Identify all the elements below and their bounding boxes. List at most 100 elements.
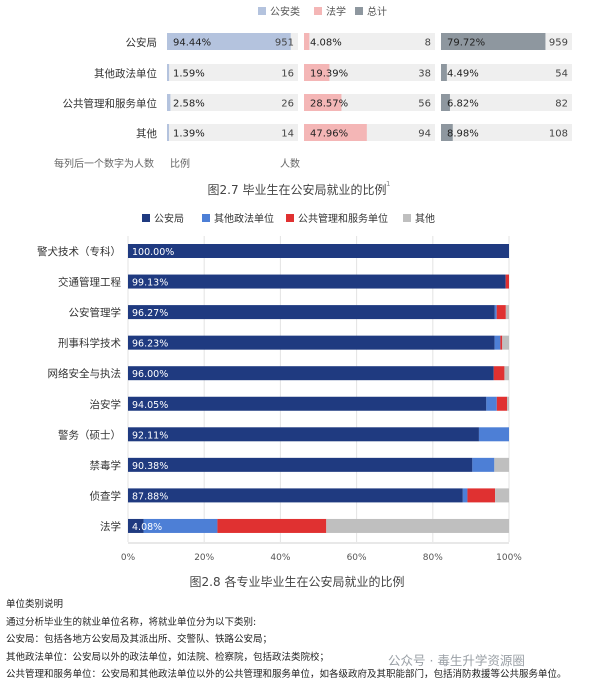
legend-swatch [202,214,210,222]
legend-swatch [258,7,266,15]
bar-segment [493,366,505,381]
notes-line: 通过分析毕业生的就业单位名称，将就业单位分为以下类别: [6,616,257,628]
bar-segment [500,335,503,350]
x-tick-label: 100% [496,553,522,563]
legend-label: 公安类 [270,5,300,18]
percent-label: 19.39% [310,69,348,80]
percent-label: 1.59% [173,69,205,80]
bar-segment [494,335,501,350]
count-label: 959 [549,38,568,49]
notes-heading: 单位类别说明 [6,599,64,610]
bar [441,64,447,81]
unit-category-notes: 单位类别说明 通过分析毕业生的就业单位名称，将就业单位分为以下类别: 公安局：包… [6,596,594,684]
category-label: 交通管理工程 [58,276,121,289]
percent-label: 8.98% [447,129,479,140]
legend-swatch [314,7,322,15]
x-tick-label: 0% [121,553,136,563]
bar-background [167,94,298,111]
bar-background [304,64,435,81]
bar [441,124,453,141]
bar-segment [502,335,509,350]
count-label: 38 [418,69,431,80]
bar-segment [472,457,495,472]
bar-segment [128,274,506,289]
bar-segment [467,488,496,503]
data-label: 96.27% [132,308,168,319]
count-label: 56 [418,99,431,110]
percent-label: 4.08% [310,38,342,49]
bar-background [167,124,298,141]
data-label: 4.08% [132,522,162,533]
data-label: 94.05% [132,400,168,411]
count-label: 54 [555,69,568,80]
footnote-ratio: 比例 [170,157,190,170]
category-label: 治安学 [90,398,122,411]
legend-label: 法学 [326,5,346,18]
bar-background [441,94,572,111]
legend-swatch [403,214,411,222]
count-label: 26 [281,99,294,110]
data-label: 87.88% [132,491,168,502]
bar-segment [478,427,509,442]
title-superscript: 1 [386,180,390,188]
bar-background [304,33,435,50]
bar-segment [128,488,463,503]
bar-segment [128,335,495,350]
bar [167,124,169,141]
bar-segment [507,396,509,411]
x-tick-label: 60% [347,553,367,563]
category-label: 网络安全与执法 [48,367,122,380]
bar [167,33,291,50]
category-label: 刑事科学技术 [58,337,121,350]
bar-segment [496,305,506,320]
bar [304,33,310,50]
bar-segment [505,274,509,289]
data-label: 100.00% [132,247,174,258]
legend-swatch [142,214,150,222]
bar-segment [217,518,327,533]
bar-background [441,124,572,141]
category-label: 侦查学 [90,489,122,502]
legend-label: 总计 [367,5,387,18]
bar-segment [494,457,509,472]
watermark: 公众号 · 毒生升学资源圈 [388,653,525,668]
x-tick-label: 80% [423,553,443,563]
legend-label: 其他 [415,212,435,225]
category-label: 禁毒学 [90,459,122,472]
bar [167,94,171,111]
data-label: 96.00% [132,369,168,380]
count-label: 16 [281,69,294,80]
bar [304,64,330,81]
category-label: 警犬技术（专科） [37,245,121,258]
count-label: 94 [418,129,431,140]
count-label: 8 [425,38,431,49]
data-label: 92.11% [132,430,168,441]
bar-background [167,64,298,81]
chart-title: 图2.8 各专业毕业生在公安局就业的比例 [190,574,405,589]
count-label: 82 [555,99,568,110]
count-label: 14 [281,129,294,140]
percent-label: 1.39% [173,129,205,140]
footnote-count: 人数 [280,157,300,170]
bar-background [441,64,572,81]
percent-label: 47.96% [310,129,348,140]
bar [167,64,170,81]
category-label: 公安局 [126,36,158,49]
bar [304,124,367,141]
category-label: 其他 [136,127,157,140]
bar-segment [326,518,509,533]
bar-segment [505,305,509,320]
bar-segment [128,518,144,533]
notes-line: 其他政法单位：公安局以外的政法单位，如法院、检察院，包括政法类院校； [6,651,330,663]
bar-segment [128,396,487,411]
category-label: 公共管理和服务单位 [63,97,158,110]
legend-label: 公安局 [154,212,184,225]
notes-line: 公安局：包括各地方公安局及其派出所、交警队、铁路公安局； [6,634,273,645]
category-label: 警务（硕士） [58,428,121,441]
bar [441,33,546,50]
chart-title: 图2.7 毕业生在公安局就业的比例 [208,182,387,197]
bar-segment [128,366,494,381]
bar [304,94,342,111]
bar-segment [496,396,508,411]
category-label: 法学 [100,520,121,533]
